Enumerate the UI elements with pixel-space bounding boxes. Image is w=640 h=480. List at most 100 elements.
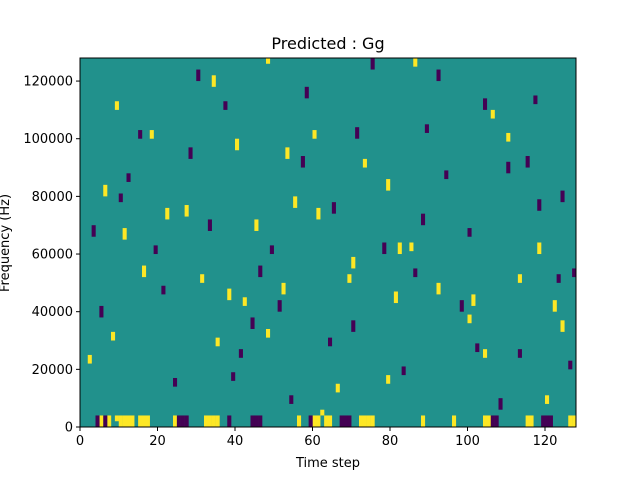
heatmap-cell-low (444, 170, 449, 180)
heatmap-cell-high (483, 349, 488, 358)
heatmap-cell-high (409, 242, 414, 252)
heatmap-cell-low (99, 305, 104, 318)
heatmap-cell-high (560, 320, 565, 332)
heatmap-cell-high (242, 297, 247, 306)
heatmap-cell-low (258, 265, 263, 278)
heatmap-cell-low (126, 173, 131, 182)
heatmap-cell-low (483, 98, 488, 110)
heatmap-cell-high (215, 337, 220, 347)
heatmap-cell-low (153, 245, 158, 255)
heatmap-cell-low (161, 285, 166, 295)
heatmap-cell-low (459, 300, 464, 312)
heatmap-cell-high (545, 395, 550, 404)
heatmap-cell-low (328, 337, 333, 347)
x-tick-label: 20 (149, 434, 166, 449)
heatmap-cell-low (304, 86, 309, 99)
heatmap-cell-high (87, 354, 92, 364)
heatmap-cell-high (320, 409, 325, 416)
heatmap-cell-high (421, 415, 426, 427)
heatmap-cell-high (370, 415, 375, 427)
heatmap-cell-high (471, 294, 476, 306)
heatmap-cell-high (227, 288, 232, 301)
heatmap-cell-high (525, 415, 530, 427)
heatmap-cell-low (413, 268, 418, 278)
heatmap-cell-low (339, 415, 344, 427)
heatmap-background (80, 58, 576, 427)
heatmap-cell-high (118, 415, 123, 427)
x-tick-label: 40 (227, 434, 244, 449)
x-axis: 0 20 40 60 80 100 120 (76, 427, 558, 449)
heatmap-cell-high (142, 265, 147, 278)
heatmap-cell-low (258, 415, 263, 427)
heatmap-cell-high (324, 415, 329, 427)
heatmap-cell-high (99, 415, 104, 427)
heatmap-cell-low (277, 300, 282, 312)
heatmap-cell-low (289, 395, 294, 404)
heatmap-cell-high (359, 415, 364, 427)
heatmap-cell-high (130, 415, 135, 427)
y-tick-label: 40000 (32, 305, 73, 320)
heatmap-cell-low (269, 245, 274, 255)
x-tick-label: 0 (76, 434, 84, 449)
heatmap-cell-low (176, 415, 181, 427)
heatmap-cell-high (145, 415, 150, 427)
heatmap-cell-high (568, 415, 573, 427)
y-tick-label: 80000 (32, 190, 73, 205)
heatmap-cell-high (114, 101, 119, 110)
y-tick-label: 20000 (32, 363, 73, 378)
heatmap-cell-high (552, 300, 557, 312)
heatmap-cell-high (483, 415, 488, 427)
y-tick-label: 120000 (23, 75, 73, 90)
heatmap-cell-high (413, 58, 418, 67)
y-axis-label: Frequency (Hz) (0, 194, 13, 292)
heatmap-cell-high (386, 375, 391, 384)
heatmap-cell-high (207, 415, 212, 427)
heatmap-cell-low (475, 343, 480, 353)
heatmap-cell-high (200, 274, 205, 283)
heatmap-cell-low (300, 156, 305, 168)
heatmap-cell-high (149, 130, 154, 139)
heatmap-cell-low (91, 225, 96, 237)
x-tick-label: 80 (382, 434, 399, 449)
heatmap-cell-high (351, 256, 356, 269)
heatmap-cell-low (498, 398, 503, 410)
heatmap-cell-high (316, 415, 321, 427)
heatmap-cell-low (173, 377, 178, 387)
y-tick-label: 100000 (23, 132, 73, 147)
heatmap-cell-low (533, 95, 538, 105)
heatmap-cell-low (490, 415, 495, 427)
heatmap-cell-high (138, 415, 143, 427)
heatmap-cell-high (572, 415, 577, 427)
heatmap-cell-low (308, 415, 313, 427)
heatmap-cell-low (355, 127, 360, 139)
heatmap-cell-high (184, 205, 189, 217)
heatmap-cell-low (118, 193, 123, 203)
heatmap-cell-low (223, 101, 228, 110)
heatmap-cell-high (266, 328, 271, 338)
plot-frame (79, 57, 577, 428)
heatmap-cell-low (138, 130, 143, 139)
y-tick-label: 60000 (32, 248, 73, 263)
heatmap-cell-high (393, 291, 398, 304)
heatmap-cell-low (184, 415, 189, 427)
heatmap-cell-high (486, 415, 491, 427)
heatmap-cell-high (506, 132, 511, 142)
heatmap-cell-low (572, 268, 577, 278)
heatmap-cell-low (343, 415, 348, 427)
heatmap-cell-low (95, 415, 100, 427)
heatmap-cell-high (397, 242, 402, 255)
heatmap-cell-high (312, 415, 317, 427)
heatmap-cell-low (494, 415, 499, 427)
heatmap-cell-high (142, 415, 147, 427)
heatmap-cell-low (227, 415, 232, 427)
heatmap-cell-high (293, 196, 298, 208)
heatmap-cell-low (517, 349, 522, 358)
heatmap-cell-high (316, 207, 321, 220)
heatmap-cell-low (424, 124, 429, 133)
heatmap-cell-high (386, 179, 391, 191)
heatmap-cell-low (525, 156, 530, 168)
x-tick-label: 120 (533, 434, 558, 449)
y-tick-label: 0 (65, 421, 73, 436)
heatmap-cell-low (351, 320, 356, 332)
